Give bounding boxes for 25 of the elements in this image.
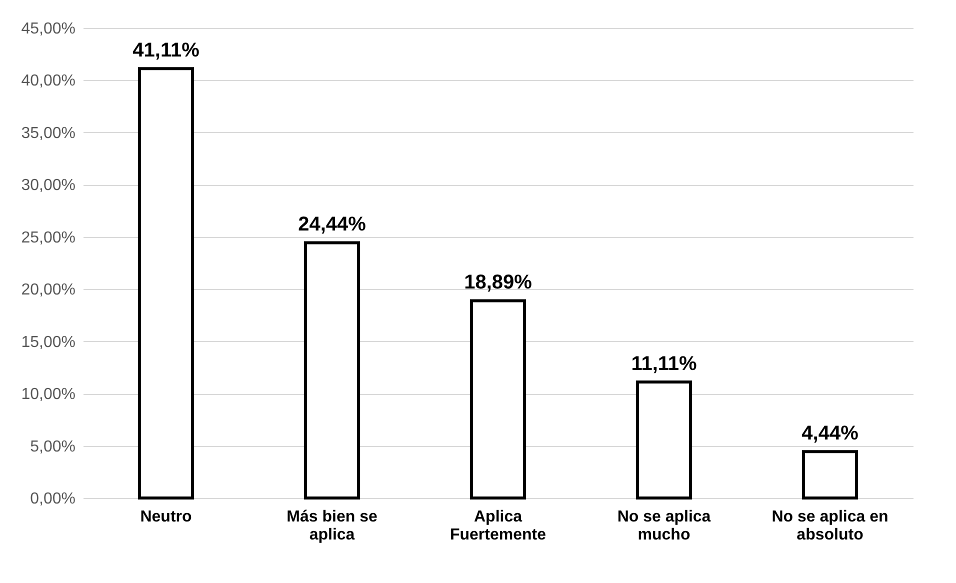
y-tick-label: 5,00% [30, 438, 76, 456]
y-tick-label: 25,00% [21, 229, 76, 246]
bar [470, 299, 526, 500]
data-label: 4,44% [802, 422, 859, 445]
data-label: 18,89% [464, 272, 532, 294]
data-label: 11,11% [631, 352, 698, 375]
y-tick-label: 15,00% [21, 334, 76, 351]
bar [636, 380, 692, 500]
data-label: 41,11% [132, 40, 200, 62]
x-tick-label: Aplica Fuertemente [450, 508, 546, 544]
bar [138, 67, 194, 500]
y-tick-label: 20,00% [21, 282, 76, 299]
x-tick-label: No se aplica mucho [617, 508, 711, 544]
x-tick-label: Neutro [140, 508, 192, 526]
y-tick-label: 10,00% [21, 386, 76, 404]
bar [802, 450, 858, 500]
bar [304, 241, 360, 500]
y-tick-label: 35,00% [21, 124, 76, 142]
y-tick-label: 0,00% [30, 490, 76, 508]
x-tick-label: No se aplica en absoluto [772, 508, 888, 544]
data-label: 24,44% [298, 214, 366, 236]
x-tick-label: Más bien se aplica [286, 508, 378, 544]
y-tick-label: 45,00% [21, 20, 76, 38]
y-tick-label: 30,00% [21, 177, 76, 194]
y-tick-label: 40,00% [21, 72, 76, 90]
